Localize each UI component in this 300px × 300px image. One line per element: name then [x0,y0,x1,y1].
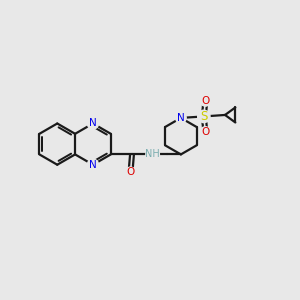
Circle shape [176,112,186,123]
Text: N: N [177,113,185,123]
Circle shape [87,159,98,170]
Circle shape [87,118,98,129]
Circle shape [200,127,210,137]
Text: O: O [201,127,209,137]
Text: O: O [126,167,135,177]
Circle shape [200,96,210,106]
Text: S: S [200,110,208,123]
Text: O: O [201,96,209,106]
Text: N: N [89,160,97,170]
Circle shape [198,110,210,123]
Circle shape [146,148,159,161]
Text: N: N [89,118,97,128]
Text: NH: NH [145,149,160,159]
Circle shape [125,167,136,177]
